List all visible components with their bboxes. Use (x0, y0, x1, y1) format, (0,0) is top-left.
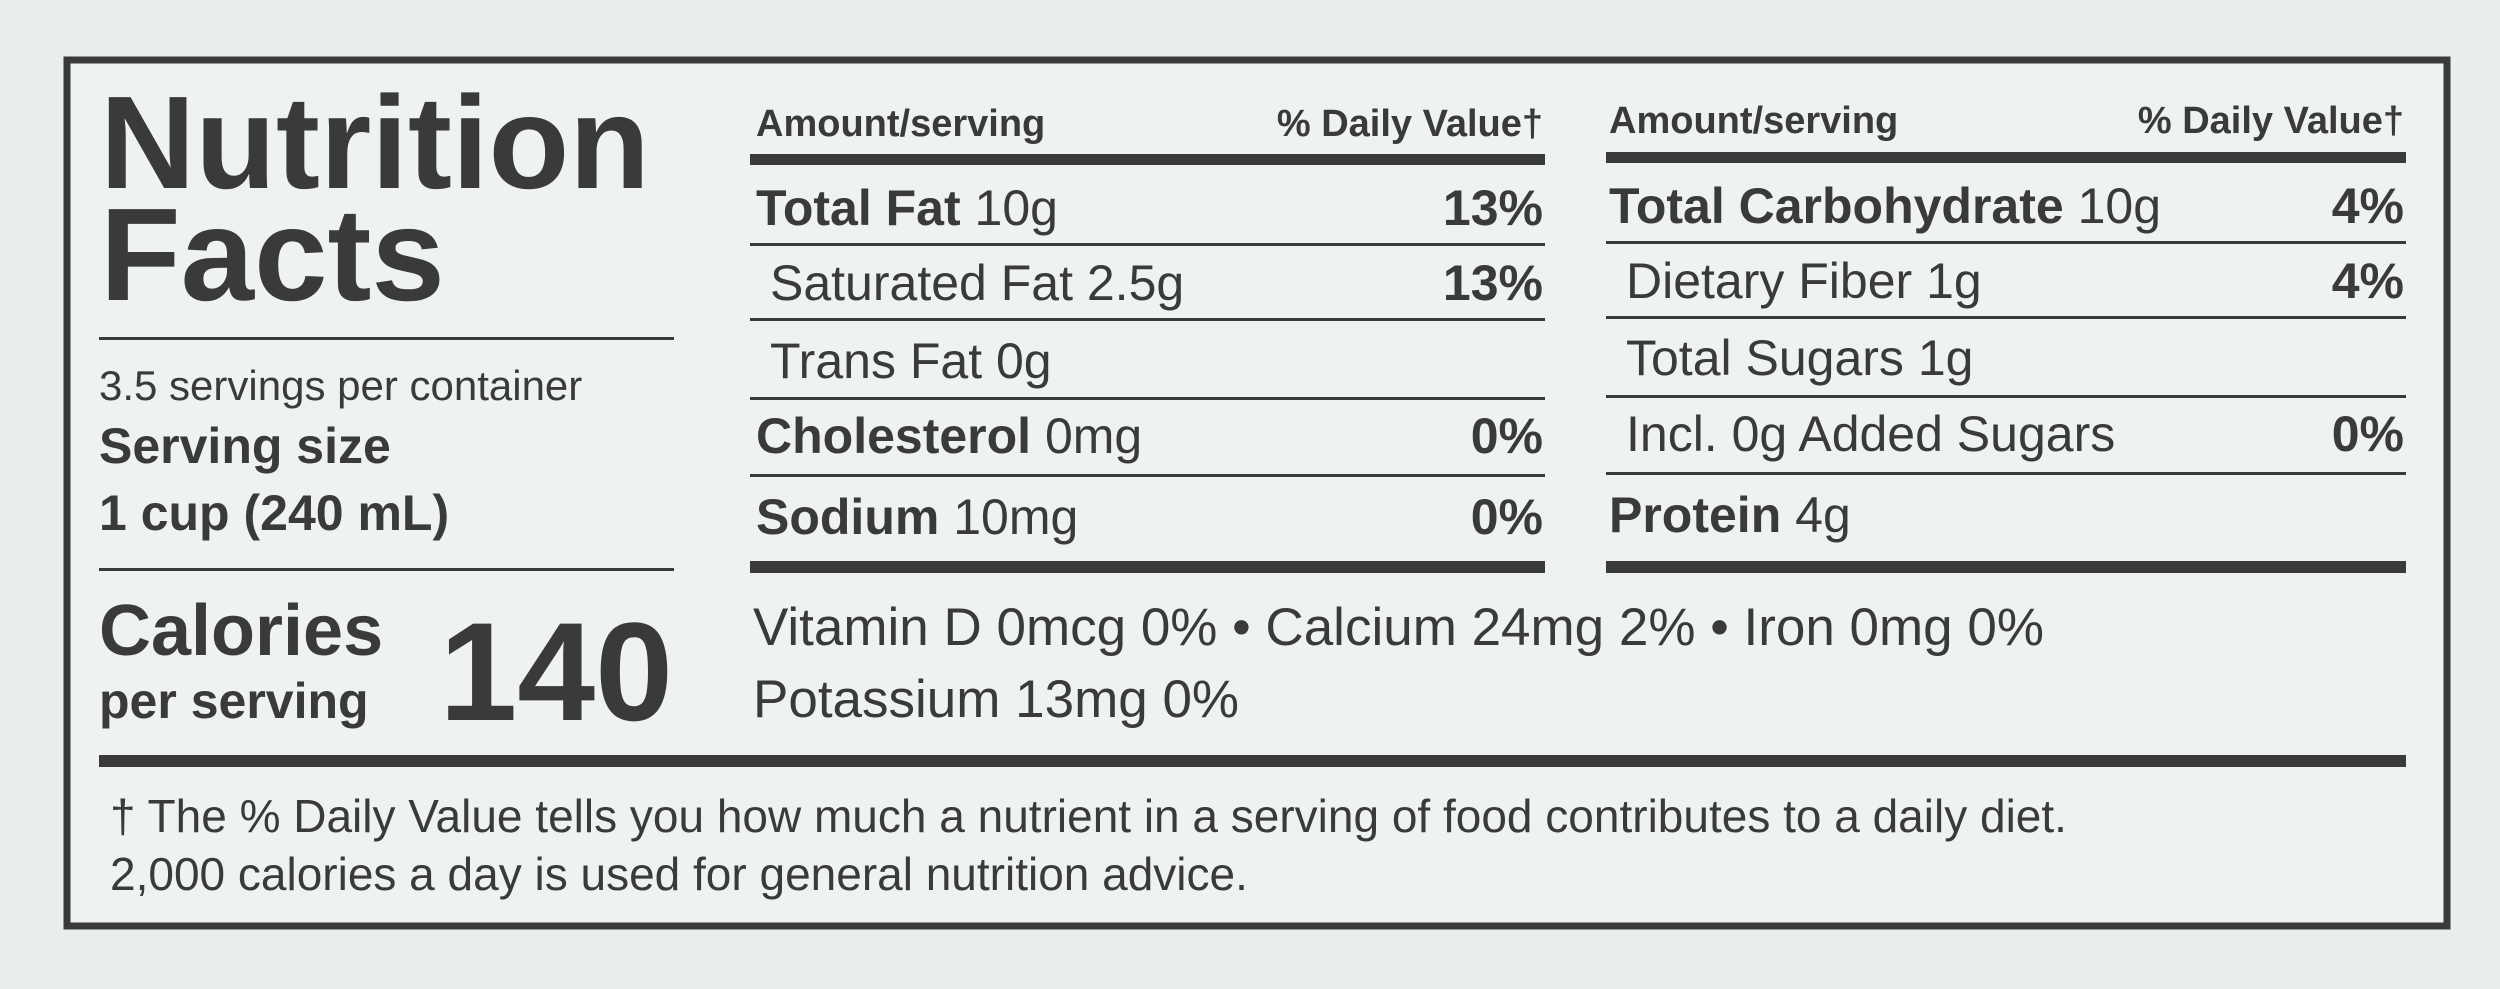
nutrient-row: Protein 4g (1609, 487, 1851, 543)
footnote: † The % Daily Value tells you how much a… (110, 790, 2067, 842)
nutrient-row: Saturated Fat 2.5g (770, 255, 1184, 311)
nutrient-row: Sodium 10mg (756, 489, 1078, 545)
divider (1606, 316, 2406, 319)
nutrient: Trans Fat (770, 333, 982, 389)
amount: 10mg (953, 489, 1078, 545)
divider (1606, 472, 2406, 475)
footnote: 2,000 calories a day is used for general… (110, 848, 1248, 900)
serving-size-label: Serving size (99, 418, 391, 474)
nutrient: Total Sugars (1626, 330, 1904, 386)
nutrient: Sodium (756, 489, 939, 545)
nutrient-row: Total Carbohydrate 10g (1609, 178, 2161, 234)
nutrient-row: Cholesterol 0mg (756, 408, 1142, 464)
thick-rule (1606, 152, 2406, 163)
amount: 0mg (1045, 408, 1142, 464)
serving-size: 1 cup (240 mL) (99, 485, 449, 541)
nutrient-row: Total Fat 10g (756, 180, 1058, 236)
micronutrients: Vitamin D 0mcg 0% • Calcium 24mg 2% • Ir… (753, 598, 2044, 657)
nutrient-row: Trans Fat 0g (770, 333, 1052, 389)
amount: 0g (996, 333, 1052, 389)
amount: 1g (1918, 330, 1974, 386)
thick-rule (750, 154, 1545, 165)
column-header: % Daily Value† (2138, 100, 2404, 142)
divider (750, 474, 1545, 477)
nutrient: Protein (1609, 487, 1781, 543)
nutrient: Total Carbohydrate (1609, 178, 2064, 234)
column-header: Amount/serving (756, 103, 1045, 145)
nutrient: Saturated Fat (770, 255, 1073, 311)
nutrient: Total Fat (756, 180, 961, 236)
daily-value: 4% (2332, 178, 2404, 234)
calories-sub: per serving (99, 673, 369, 729)
amount: 10g (2078, 178, 2161, 234)
thick-rule (99, 755, 2406, 767)
calories-value: 140 (439, 593, 673, 750)
nutrient-row: Dietary Fiber 1g (1626, 253, 1982, 309)
daily-value: 13% (1443, 180, 1543, 236)
title: Facts (100, 181, 445, 328)
calories-label: Calories (99, 591, 383, 671)
nutrient: Dietary Fiber (1626, 253, 1912, 309)
divider (99, 337, 674, 340)
amount: 10g (975, 180, 1058, 236)
column-header: % Daily Value† (1277, 103, 1543, 145)
divider (750, 318, 1545, 321)
daily-value: 0% (2332, 406, 2404, 462)
thick-rule (750, 561, 1545, 573)
divider (750, 243, 1545, 246)
daily-value: 0% (1471, 489, 1543, 545)
amount: 1g (1926, 253, 1982, 309)
label-border (63, 56, 2451, 930)
nutrient: Incl. 0g Added Sugars (1626, 406, 2115, 462)
daily-value: 4% (2332, 253, 2404, 309)
daily-value: 13% (1443, 255, 1543, 311)
amount: 2.5g (1087, 255, 1184, 311)
daily-value: 0% (1471, 408, 1543, 464)
thick-rule (1606, 561, 2406, 573)
divider (1606, 241, 2406, 244)
column-header: Amount/serving (1609, 100, 1898, 142)
micronutrients: Potassium 13mg 0% (753, 670, 1239, 729)
nutrient: Cholesterol (756, 408, 1031, 464)
amount: 4g (1795, 487, 1851, 543)
servings: 3.5 servings per container (99, 362, 582, 409)
divider (750, 397, 1545, 400)
divider (1606, 395, 2406, 398)
nutrient-row: Incl. 0g Added Sugars (1626, 406, 2115, 462)
divider (99, 568, 674, 571)
nutrient-row: Total Sugars 1g (1626, 330, 1973, 386)
title: Nutrition (100, 69, 650, 216)
